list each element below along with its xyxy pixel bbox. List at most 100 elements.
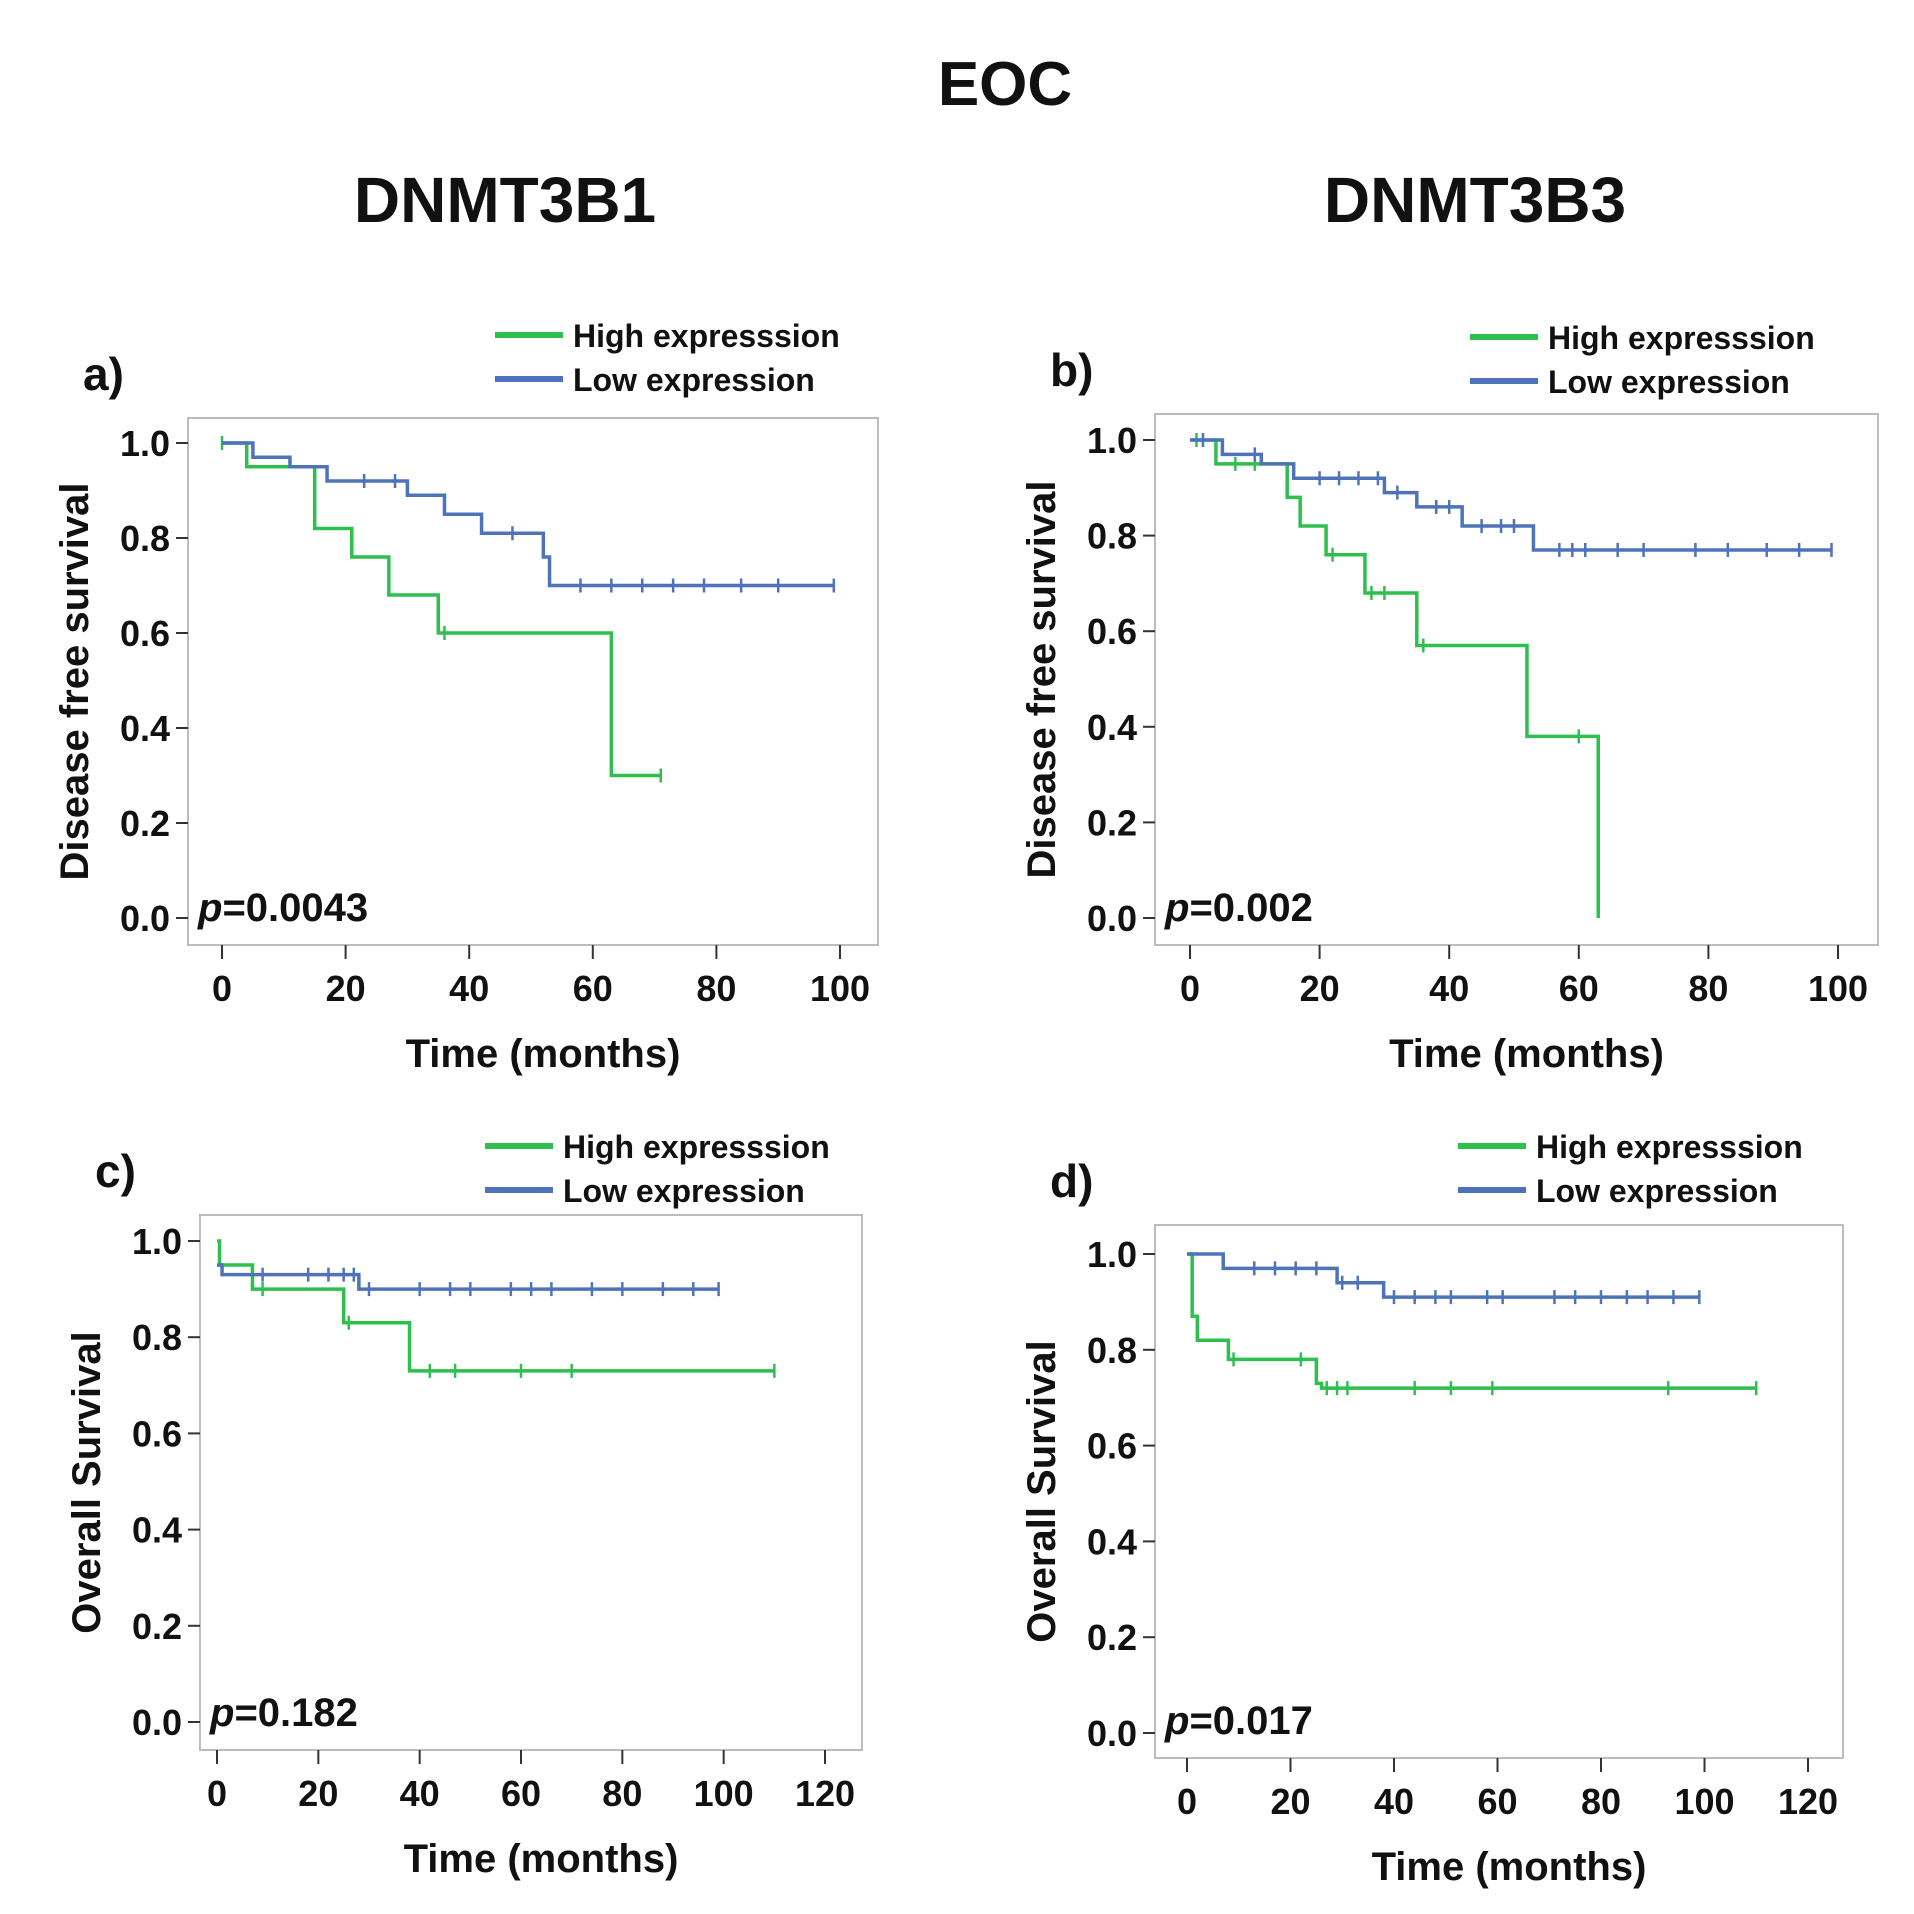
y-tick-label: 0.6 [120,613,170,654]
p-value-number: =0.002 [1189,886,1312,930]
legend-entry: Low expression [573,362,815,398]
y-tick-label: 0.0 [132,1702,182,1743]
x-axis-label: Time (months) [1389,1032,1664,1076]
y-tick-label: 0.4 [1087,707,1137,748]
plot-area [1154,1224,1844,1759]
panel-label: d) [1050,1155,1093,1207]
legend-entry: High expresssion [573,318,840,354]
y-tick-label: 0.2 [120,803,170,844]
x-tick-label: 80 [1581,1781,1621,1822]
legend-entry: High expresssion [1536,1129,1803,1165]
x-tick-label: 60 [1477,1781,1517,1822]
x-tick-label: 20 [326,968,366,1009]
x-tick-label: 100 [1674,1781,1734,1822]
panel-label: b) [1050,344,1093,396]
p-value: p=0.0043 [197,886,368,930]
series-line-low [1187,1252,1700,1299]
p-value-symbol: p [1164,886,1189,930]
p-value: p=0.017 [1164,1699,1313,1743]
panel-d: d) 0.0 0.2 0.4 0.6 0.8 1.0 0 20 40 60 80 100 120 Time … [1020,1129,1844,1889]
panel-c: c) 0.0 0.2 0.4 0.6 0.8 1.0 0 20 40 60 80 100 120 Time … [65,1129,863,1881]
x-tick-label: 40 [400,1773,440,1814]
column-title-dnmt3b3: DNMT3B3 [1324,164,1626,236]
y-axis-label: Overall Survival [1020,1340,1064,1642]
x-tick-label: 60 [573,968,613,1009]
y-tick-label: 1.0 [120,423,170,464]
series-line-low [1190,438,1832,552]
y-tick-label: 0.4 [1087,1521,1137,1562]
x-axis-label: Time (months) [1372,1845,1647,1889]
y-tick-label: 0.6 [1087,1426,1137,1467]
x-axis-label: Time (months) [404,1837,679,1881]
panel-label: a) [83,348,124,400]
series-line-high [1187,1252,1757,1390]
p-value: p=0.182 [209,1691,358,1735]
x-tick-label: 80 [696,968,736,1009]
y-tick-label: 0.8 [1087,516,1137,557]
x-tick-label: 0 [207,1773,227,1814]
p-value-number: =0.017 [1189,1699,1312,1743]
panel-a: a) 0.0 0.2 0.4 0.6 0.8 1.0 0 20 40 60 80 100 Time (mo… [53,318,879,1076]
y-tick-label: 0.2 [1087,802,1137,843]
p-value-number: =0.182 [234,1691,357,1735]
x-tick-label: 20 [298,1773,338,1814]
x-tick-label: 100 [810,968,870,1009]
legend-entry: Low expression [563,1173,805,1209]
series-line-high [217,1239,775,1373]
p-value-number: =0.0043 [222,886,368,930]
x-tick-label: 40 [1374,1781,1414,1822]
x-tick-label: 20 [1270,1781,1310,1822]
x-tick-label: 0 [212,968,232,1009]
y-tick-label: 0.4 [120,708,170,749]
y-axis-label: Disease free survival [53,482,97,880]
y-tick-label: 0.6 [132,1413,182,1454]
y-tick-label: 0.6 [1087,611,1137,652]
plot-area [199,1214,863,1751]
y-tick-label: 0.8 [132,1317,182,1358]
y-tick-label: 0.0 [1087,898,1137,939]
x-axis-label: Time (months) [406,1032,681,1076]
y-axis-label: Overall Survival [65,1331,109,1633]
legend-entry: Low expression [1548,364,1790,400]
y-tick-label: 0.0 [1087,1713,1137,1754]
p-value-symbol: p [197,886,222,930]
x-tick-label: 80 [602,1773,642,1814]
panel-b: b) 0.0 0.2 0.4 0.6 0.8 1.0 0 20 40 60 80 100 Time (mo… [1020,320,1879,1076]
x-tick-label: 120 [795,1773,855,1814]
x-tick-label: 60 [1559,968,1599,1009]
x-tick-label: 120 [1778,1781,1838,1822]
x-tick-label: 0 [1180,968,1200,1009]
panel-label: c) [95,1145,136,1197]
y-axis-label: Disease free survival [1020,480,1064,878]
y-tick-label: 0.8 [1087,1330,1137,1371]
x-tick-label: 40 [1429,968,1469,1009]
y-tick-label: 0.0 [120,898,170,939]
x-tick-label: 20 [1300,968,1340,1009]
y-tick-label: 1.0 [1087,1234,1137,1275]
series-line-low [222,441,834,588]
p-value-symbol: p [209,1691,234,1735]
y-tick-label: 0.2 [132,1606,182,1647]
y-tick-label: 0.8 [120,518,170,559]
p-value-symbol: p [1164,1699,1189,1743]
column-title-dnmt3b1: DNMT3B1 [354,164,656,236]
x-tick-label: 80 [1688,968,1728,1009]
legend-entry: High expresssion [1548,320,1815,356]
figure-title: EOC [938,50,1072,119]
series-line-high [222,441,661,778]
x-tick-label: 0 [1177,1781,1197,1822]
y-tick-label: 0.2 [1087,1617,1137,1658]
plot-area [1154,413,1879,946]
y-tick-label: 1.0 [132,1221,182,1262]
plot-area [187,417,879,946]
x-tick-label: 60 [501,1773,541,1814]
legend-entry: Low expression [1536,1173,1778,1209]
p-value: p=0.002 [1164,886,1313,930]
y-tick-label: 1.0 [1087,420,1137,461]
legend-entry: High expresssion [563,1129,830,1165]
x-tick-label: 100 [694,1773,754,1814]
y-tick-label: 0.4 [132,1510,182,1551]
x-tick-label: 40 [449,968,489,1009]
x-tick-label: 100 [1808,968,1868,1009]
